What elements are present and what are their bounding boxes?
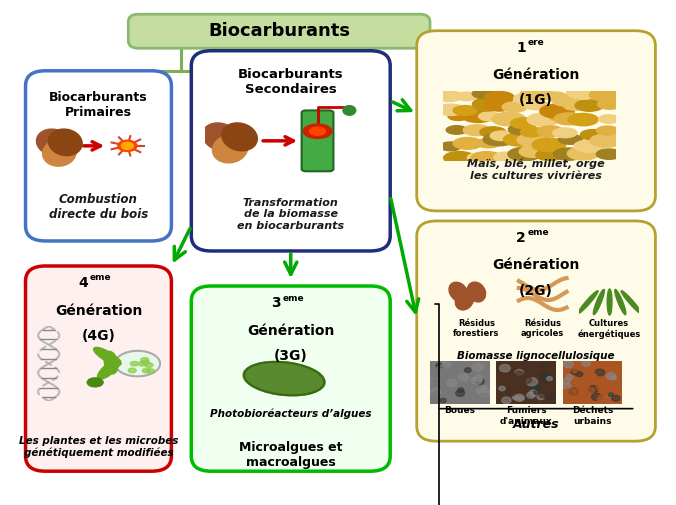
- Text: (1G): (1G): [519, 93, 553, 107]
- FancyBboxPatch shape: [128, 14, 430, 48]
- Text: Génération: Génération: [492, 68, 580, 82]
- Text: Combustion
directe du bois: Combustion directe du bois: [49, 193, 148, 221]
- FancyBboxPatch shape: [26, 71, 172, 241]
- FancyBboxPatch shape: [416, 221, 656, 441]
- Text: eme: eme: [282, 293, 304, 302]
- Text: Cultures
énergétiques: Cultures énergétiques: [577, 319, 641, 338]
- Text: Génération: Génération: [55, 304, 142, 318]
- Text: Biocarburants
Primaires: Biocarburants Primaires: [49, 91, 148, 119]
- Text: Autres: Autres: [513, 418, 559, 431]
- FancyBboxPatch shape: [26, 266, 172, 471]
- FancyBboxPatch shape: [416, 31, 656, 211]
- Text: Déchets
urbains: Déchets urbains: [572, 406, 613, 426]
- FancyBboxPatch shape: [191, 50, 390, 251]
- Text: 1: 1: [516, 41, 526, 55]
- Text: Résidus
agricoles: Résidus agricoles: [521, 319, 564, 338]
- Text: Résidus
forestiers: Résidus forestiers: [453, 319, 500, 338]
- Text: Génération: Génération: [492, 259, 580, 273]
- Text: Biocarburants
Secondaires: Biocarburants Secondaires: [238, 68, 343, 96]
- Text: 2: 2: [516, 231, 526, 245]
- Text: Biomasse lignocellulosique: Biomasse lignocellulosique: [458, 351, 614, 361]
- Text: Génération: Génération: [247, 324, 335, 337]
- Text: 4: 4: [79, 276, 89, 290]
- Text: (4G): (4G): [82, 329, 116, 342]
- Text: Maïs, blé, millet, orge
les cultures vivrières: Maïs, blé, millet, orge les cultures viv…: [467, 159, 605, 181]
- Text: Les plantes et les microbes
génétiquement modifiées: Les plantes et les microbes génétiquemen…: [19, 436, 178, 459]
- Text: ere: ere: [527, 38, 544, 47]
- Text: 3: 3: [271, 296, 281, 310]
- Text: Boues: Boues: [444, 406, 475, 415]
- Text: Microalgues et
macroalgues: Microalgues et macroalgues: [239, 441, 343, 469]
- Text: Photobioréacteurs d’algues: Photobioréacteurs d’algues: [210, 409, 372, 419]
- Text: (2G): (2G): [519, 283, 553, 297]
- FancyBboxPatch shape: [191, 286, 390, 471]
- Text: Biocarburants: Biocarburants: [208, 22, 350, 40]
- Text: Fumiers
d'animaux: Fumiers d'animaux: [500, 406, 552, 426]
- Text: Transformation
de la biomasse
en biocarburants: Transformation de la biomasse en biocarb…: [237, 198, 344, 231]
- Text: (3G): (3G): [274, 348, 308, 363]
- Text: eme: eme: [90, 274, 112, 282]
- Text: eme: eme: [527, 228, 549, 237]
